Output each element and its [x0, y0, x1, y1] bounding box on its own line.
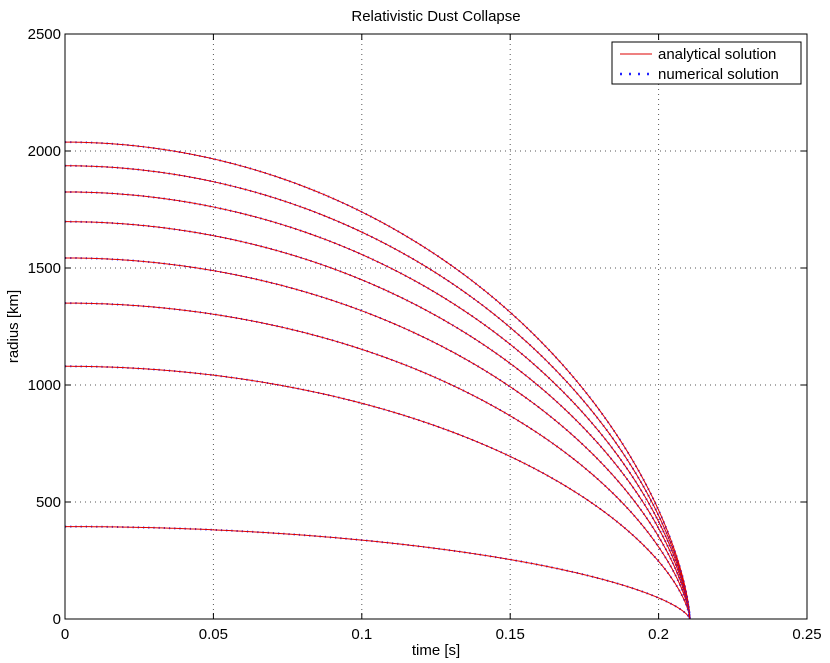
- x-tick-label: 0.1: [351, 626, 372, 643]
- legend-box: [611, 41, 802, 85]
- numerical-solution-line: [64, 164, 691, 619]
- legend: analytical solution numerical solution: [611, 41, 802, 85]
- analytical-solution-line: [65, 302, 691, 619]
- analytical-solution-line: [65, 526, 691, 620]
- numerical-solution-line: [65, 220, 691, 619]
- numerical-solution-line: [65, 256, 691, 619]
- x-tick-label: 0.25: [792, 626, 821, 643]
- ticks: 0 0.05 0.1 0.15 0.2 0.25 0 500 1000 1500 2000 2500: [28, 26, 822, 643]
- x-axis-label: time [s]: [412, 642, 460, 659]
- legend-label-analytical: analytical solution: [658, 46, 776, 63]
- y-tick-label: 1000: [28, 377, 61, 394]
- analytical-solution-line: [64, 141, 691, 619]
- numerical-solution-line: [65, 365, 691, 619]
- y-tick-label: 500: [36, 494, 61, 511]
- numerical-solution-line: [64, 141, 691, 619]
- analytical-solution-line: [64, 165, 691, 619]
- series-layer: [64, 141, 691, 620]
- x-tick-label: 0: [61, 626, 69, 643]
- grid: [65, 34, 807, 619]
- y-tick-label: 2500: [28, 26, 61, 43]
- analytical-solution-line: [65, 221, 691, 619]
- plot-frame: [64, 33, 808, 620]
- analytical-solution-line: [65, 257, 691, 619]
- x-tick-label: 0.2: [648, 626, 669, 643]
- y-tick-label: 1500: [28, 260, 61, 277]
- y-tick-label: 0: [53, 611, 61, 628]
- numerical-solution-line: [65, 302, 691, 619]
- numerical-solution-line: [65, 525, 691, 620]
- x-tick-label: 0.05: [199, 626, 228, 643]
- legend-label-numerical: numerical solution: [658, 66, 779, 83]
- analytical-solution-line: [65, 365, 691, 619]
- y-tick-label: 2000: [28, 143, 61, 160]
- x-tick-label: 0.15: [496, 626, 525, 643]
- chart-title: Relativistic Dust Collapse: [351, 8, 520, 25]
- y-axis-label: radius [km]: [5, 290, 22, 363]
